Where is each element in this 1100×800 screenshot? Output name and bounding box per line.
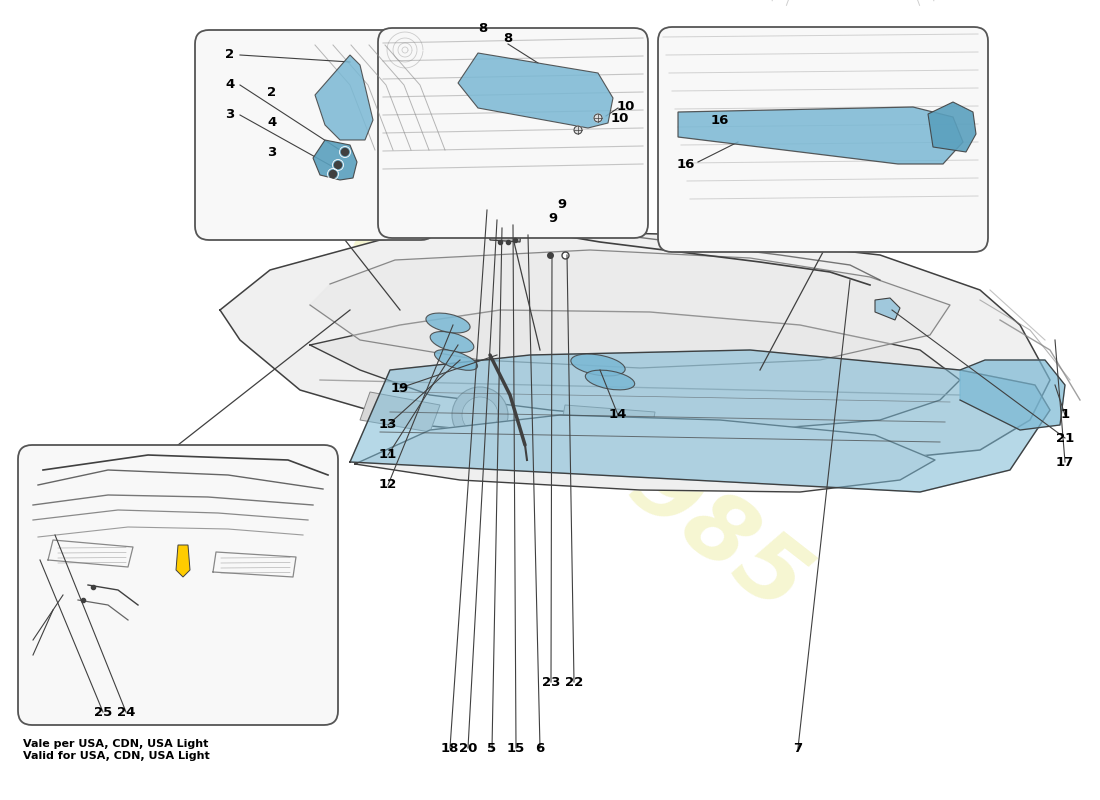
Text: 2: 2 (226, 49, 234, 62)
Text: 23: 23 (542, 675, 560, 689)
Text: 21: 21 (1056, 431, 1074, 445)
Ellipse shape (426, 313, 470, 333)
Text: 24: 24 (117, 706, 135, 718)
Polygon shape (350, 350, 1050, 492)
Circle shape (334, 162, 341, 169)
Polygon shape (315, 55, 373, 140)
Ellipse shape (434, 350, 477, 370)
Text: 3: 3 (267, 146, 276, 158)
Text: 15: 15 (507, 742, 525, 754)
Circle shape (574, 126, 582, 134)
Polygon shape (176, 545, 190, 577)
Text: 25: 25 (94, 706, 112, 718)
Ellipse shape (585, 370, 635, 390)
FancyBboxPatch shape (658, 27, 988, 252)
Polygon shape (310, 310, 960, 428)
Text: 10: 10 (617, 99, 635, 113)
Polygon shape (360, 392, 440, 432)
Ellipse shape (430, 331, 474, 353)
Circle shape (462, 397, 498, 433)
Polygon shape (678, 107, 962, 164)
Text: 8: 8 (478, 22, 487, 34)
Text: 20: 20 (459, 742, 477, 754)
Text: 4: 4 (226, 78, 234, 91)
Text: 16: 16 (711, 114, 729, 126)
Text: 9: 9 (549, 211, 558, 225)
Polygon shape (355, 415, 935, 492)
Text: 11: 11 (378, 449, 397, 462)
Text: 8: 8 (504, 31, 513, 45)
Text: Vale per USA, CDN, USA Light: Vale per USA, CDN, USA Light (23, 739, 208, 749)
Polygon shape (314, 140, 358, 180)
Text: 5: 5 (487, 742, 496, 754)
Text: Valid for USA, CDN, USA Light: Valid for USA, CDN, USA Light (23, 751, 210, 761)
Polygon shape (220, 230, 1050, 460)
Ellipse shape (571, 354, 625, 376)
Text: 17: 17 (1056, 455, 1074, 469)
Text: 2: 2 (267, 86, 276, 99)
FancyBboxPatch shape (378, 28, 648, 238)
Text: 19: 19 (390, 382, 409, 394)
Polygon shape (928, 102, 976, 152)
Circle shape (594, 114, 602, 122)
Polygon shape (560, 405, 654, 440)
Text: 14: 14 (608, 409, 627, 422)
FancyBboxPatch shape (195, 30, 434, 240)
Text: 16: 16 (676, 158, 695, 170)
Text: 18: 18 (441, 742, 459, 754)
Text: 7: 7 (793, 742, 803, 754)
Text: 13: 13 (378, 418, 397, 431)
Polygon shape (874, 298, 900, 320)
Circle shape (330, 170, 337, 178)
Circle shape (452, 387, 508, 443)
Text: 3: 3 (226, 109, 234, 122)
Circle shape (341, 149, 349, 155)
Text: 10: 10 (610, 111, 629, 125)
Polygon shape (960, 360, 1065, 430)
Text: 4: 4 (267, 115, 276, 129)
Text: passion
since 1985: passion since 1985 (316, 129, 884, 631)
Polygon shape (310, 250, 950, 368)
Text: 9: 9 (558, 198, 566, 211)
Text: 1: 1 (1060, 409, 1069, 422)
Polygon shape (487, 205, 522, 242)
Text: 6: 6 (536, 742, 544, 754)
FancyBboxPatch shape (18, 445, 338, 725)
Text: 12: 12 (378, 478, 397, 491)
Text: 22: 22 (565, 675, 583, 689)
Polygon shape (458, 53, 613, 128)
